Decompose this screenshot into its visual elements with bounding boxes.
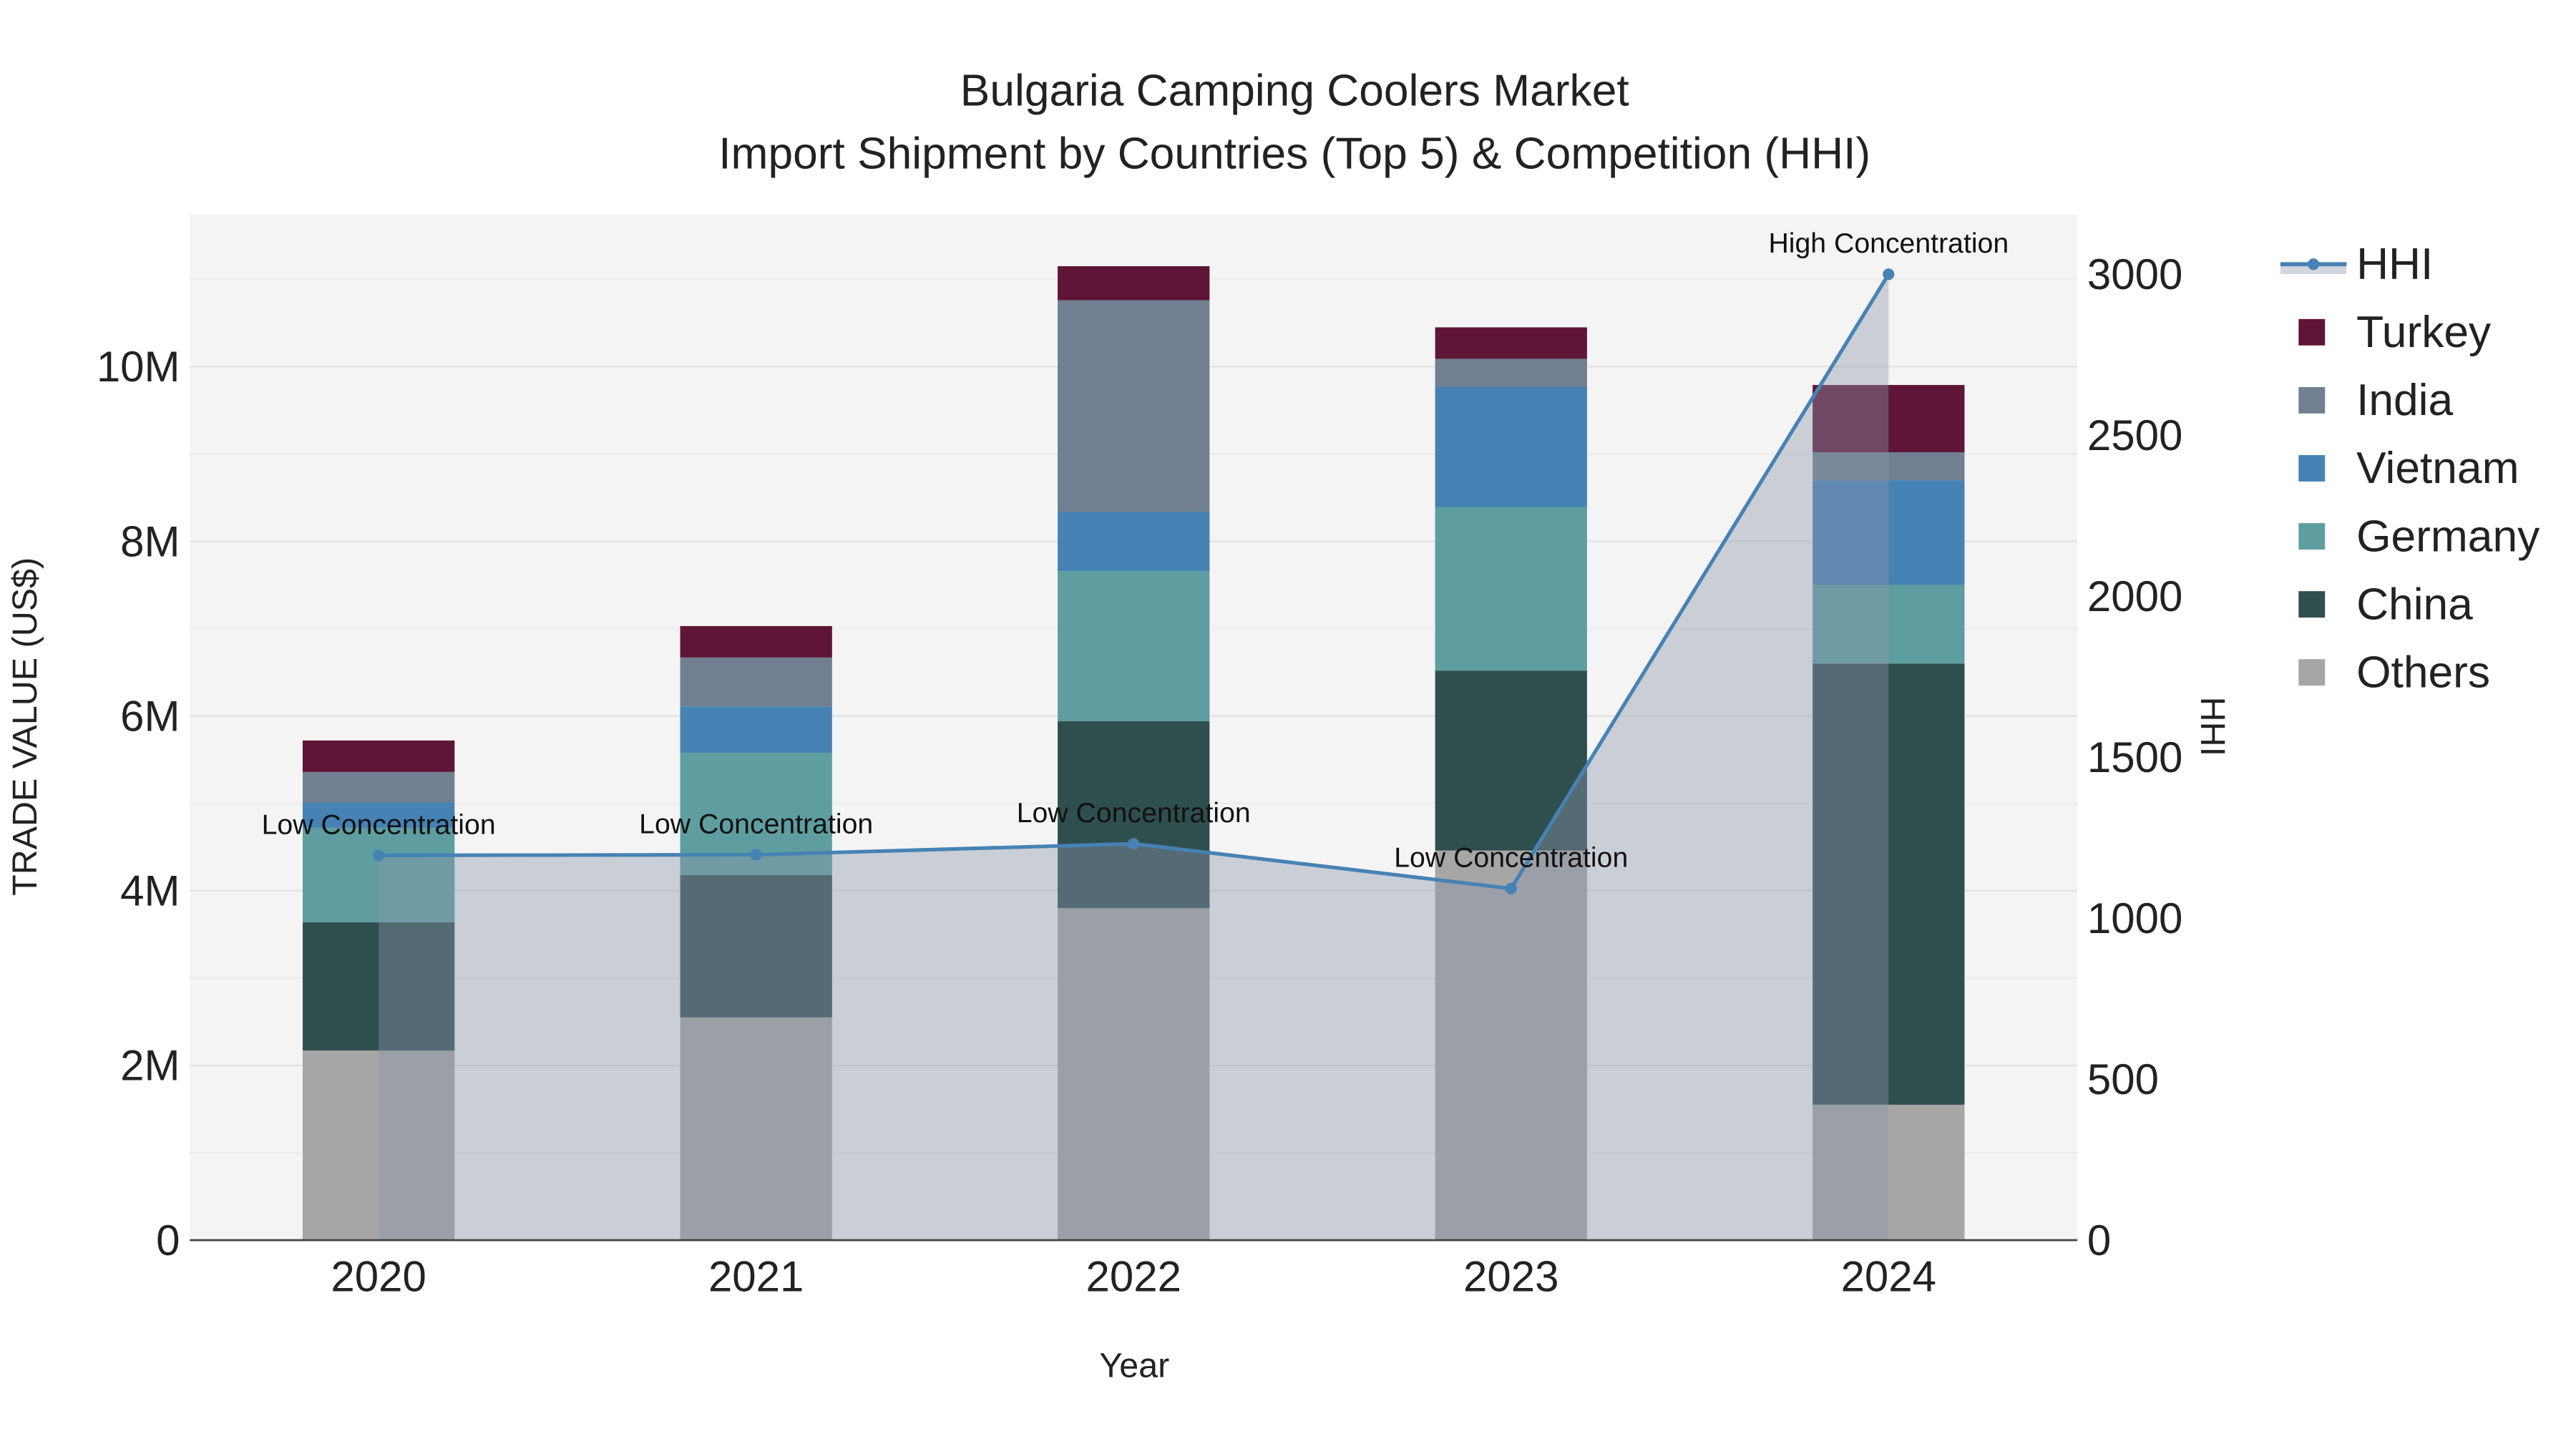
y2-tick-label: 3000 <box>2087 250 2182 298</box>
y-tick-label: 2M <box>120 1042 180 1090</box>
legend-swatch <box>2298 455 2326 482</box>
legend-item-india[interactable]: India <box>2298 376 2454 425</box>
y2-tick-label: 2000 <box>2087 572 2182 620</box>
legend-item-hhi[interactable]: HHI <box>2280 240 2433 289</box>
y-tick-label: 8M <box>120 517 180 565</box>
x-tick-label: 2023 <box>1463 1253 1558 1301</box>
legend-label: Turkey <box>2356 308 2492 357</box>
bar-india-2022 <box>1058 300 1210 512</box>
bar-others-2022 <box>1058 908 1210 1241</box>
bar-others-2020 <box>303 1050 455 1241</box>
hhi-annotation: High Concentration <box>1768 228 2009 259</box>
y2-tick-label: 0 <box>2087 1216 2111 1264</box>
y2-tick-label: 500 <box>2087 1055 2159 1103</box>
bar-others-2023 <box>1435 850 1587 1241</box>
legend-hhi-marker <box>2308 258 2320 270</box>
legend-item-others[interactable]: Others <box>2298 648 2490 697</box>
legend-swatch <box>2298 591 2326 618</box>
chart-title: Bulgaria Camping Coolers Market <box>960 67 1629 116</box>
bar-india-2024 <box>1813 452 1965 481</box>
y-axis-label: TRADE VALUE (US$) <box>6 557 44 896</box>
bar-germany-2022 <box>1058 571 1210 721</box>
legend-label: Others <box>2356 648 2490 697</box>
legend-item-china[interactable]: China <box>2298 580 2473 629</box>
y2-tick-label: 2500 <box>2087 411 2182 459</box>
legend-swatch <box>2298 318 2326 346</box>
bar-others-2024 <box>1813 1104 1965 1241</box>
legend-label: China <box>2356 580 2473 629</box>
legend-swatch <box>2298 659 2326 686</box>
bar-germany-2020 <box>303 827 455 922</box>
bar-turkey-2021 <box>680 625 832 658</box>
hhi-point <box>373 849 385 862</box>
bar-turkey-2023 <box>1435 327 1587 359</box>
bar-china-2021 <box>680 874 832 1018</box>
hhi-point <box>1505 882 1517 894</box>
hhi-point <box>1128 838 1140 850</box>
hhi-area <box>379 274 1889 1241</box>
legend-label: Germany <box>2356 512 2540 561</box>
chart-subtitle: Import Shipment by Countries (Top 5) & C… <box>718 129 1870 178</box>
x-axis-label: Year <box>1099 1347 1169 1385</box>
bar-vietnam-2020 <box>303 802 455 828</box>
hhi-annotation: Low Concentration <box>1017 797 1251 829</box>
bar-germany-2024 <box>1813 585 1965 664</box>
bar-india-2021 <box>680 657 832 707</box>
bar-turkey-2020 <box>303 740 455 772</box>
legend-label: Vietnam <box>2356 444 2519 493</box>
bar-china-2020 <box>303 922 455 1051</box>
legend-item-germany[interactable]: Germany <box>2298 512 2540 561</box>
bar-turkey-2024 <box>1813 385 1965 453</box>
bar-china-2022 <box>1058 721 1210 909</box>
legend-swatch <box>2298 523 2326 550</box>
y2-axis-label: HHI <box>2193 697 2232 756</box>
hhi-annotation: Low Concentration <box>262 809 496 840</box>
y-tick-label: 10M <box>97 343 180 391</box>
bar-turkey-2022 <box>1058 266 1210 301</box>
legend-label: India <box>2356 376 2453 425</box>
y-tick-label: 0 <box>156 1216 180 1264</box>
legend: HHI Turkey India Vietnam Germany China Others <box>2280 240 2540 697</box>
legend-item-turkey[interactable]: Turkey <box>2298 308 2492 357</box>
x-tick-label: 2024 <box>1841 1253 1936 1301</box>
y2-tick-label: 1000 <box>2087 894 2182 942</box>
bar-vietnam-2022 <box>1058 512 1210 572</box>
bar-germany-2023 <box>1435 507 1587 671</box>
x-tick-label: 2021 <box>708 1253 804 1301</box>
hhi-point <box>1883 268 1895 280</box>
bar-china-2024 <box>1813 663 1965 1105</box>
bar-vietnam-2021 <box>680 706 832 753</box>
y2-tick-label: 1500 <box>2087 733 2182 781</box>
bar-india-2023 <box>1435 358 1587 387</box>
bar-vietnam-2024 <box>1813 480 1965 585</box>
hhi-point <box>750 849 762 861</box>
y-tick-label: 6M <box>120 692 180 740</box>
legend-swatch <box>2298 386 2326 414</box>
bar-vietnam-2023 <box>1435 386 1587 507</box>
x-tick-label: 2022 <box>1085 1253 1181 1301</box>
hhi-annotation: Low Concentration <box>1394 842 1628 874</box>
legend-item-vietnam[interactable]: Vietnam <box>2298 444 2519 493</box>
bar-india-2020 <box>303 771 455 803</box>
legend-label: HHI <box>2356 240 2433 289</box>
hhi-annotation: Low Concentration <box>639 808 873 839</box>
y-tick-label: 4M <box>120 867 180 915</box>
bar-china-2023 <box>1435 670 1587 851</box>
bar-others-2021 <box>680 1017 832 1241</box>
x-tick-label: 2020 <box>331 1253 426 1301</box>
